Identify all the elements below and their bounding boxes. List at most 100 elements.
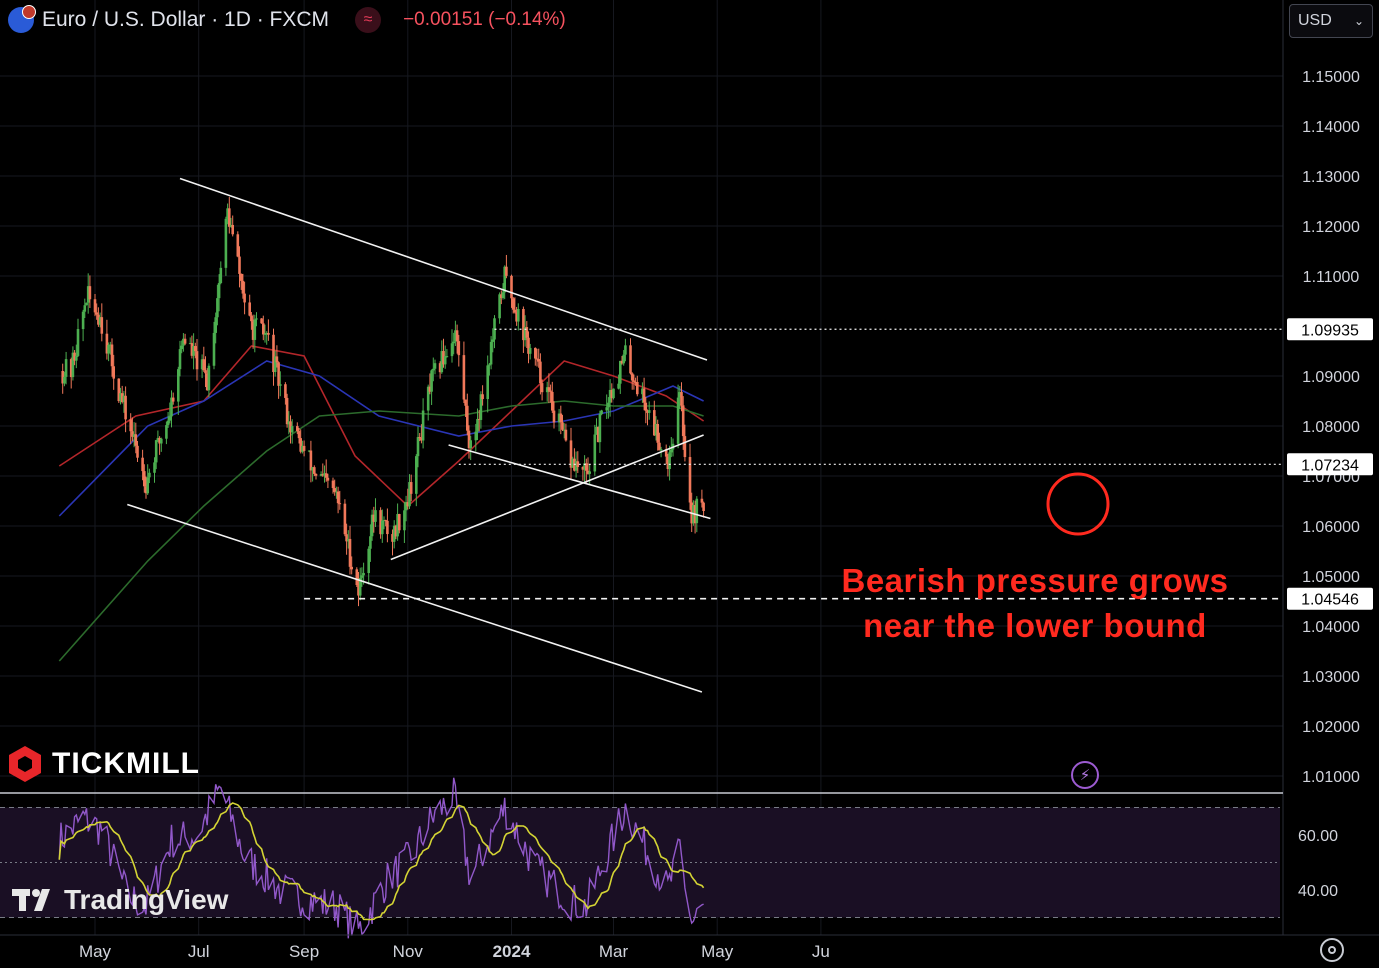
price-label-tag[interactable]: 1.04546	[1287, 587, 1373, 610]
candle	[500, 290, 503, 305]
candle	[326, 473, 330, 489]
candle	[576, 451, 580, 474]
price-labels: 1.09935 1.07234 1.04546	[1287, 318, 1373, 610]
rsi-tick-label: 60.00	[1298, 828, 1338, 845]
candle	[454, 320, 457, 347]
y-tick-label: 1.09000	[1302, 369, 1360, 386]
candle	[403, 501, 406, 543]
candle	[374, 498, 377, 528]
candle	[71, 346, 75, 381]
candle	[369, 524, 372, 562]
candle	[598, 410, 602, 453]
candle	[571, 456, 574, 468]
candle	[666, 453, 670, 477]
candle	[481, 385, 484, 406]
symbol-title[interactable]: Euro / U.S. Dollar · 1D · FXCM	[42, 8, 330, 31]
candle	[251, 314, 255, 349]
y-tick-label: 1.02000	[1302, 719, 1360, 736]
candle	[443, 345, 447, 369]
candle	[129, 413, 132, 445]
candle	[357, 572, 360, 607]
candle	[122, 390, 126, 413]
candle	[450, 329, 454, 363]
candle	[194, 342, 197, 359]
candle	[426, 384, 430, 421]
candle	[416, 426, 420, 468]
candle	[119, 387, 122, 405]
candle	[132, 422, 136, 448]
candle	[177, 366, 180, 415]
x-tick-label: Nov	[393, 942, 424, 961]
candle	[408, 474, 411, 510]
candle	[358, 567, 362, 601]
candle	[285, 393, 289, 428]
candle	[97, 307, 100, 327]
trendline-4[interactable]	[390, 434, 704, 561]
candle	[535, 348, 539, 367]
candle	[238, 246, 241, 288]
candle	[547, 373, 551, 403]
candle	[525, 321, 529, 349]
currency-select[interactable]: USD ⌄	[1289, 4, 1373, 38]
candle	[226, 203, 229, 225]
candle	[105, 319, 109, 360]
rsi-pane: 60.00 40.00	[0, 777, 1338, 939]
candle	[192, 333, 195, 370]
candle	[265, 331, 268, 345]
candle	[394, 524, 398, 540]
lightning-icon[interactable]: ⚡	[1071, 761, 1099, 789]
indicator-wave-icon[interactable]: ≈	[355, 7, 382, 33]
x-tick-label: May	[79, 942, 112, 961]
currency-value: USD	[1298, 12, 1332, 29]
y-tick-label: 1.08000	[1302, 419, 1360, 436]
candle	[343, 499, 347, 537]
candle	[498, 292, 501, 324]
candle	[668, 445, 671, 481]
y-tick-label: 1.11000	[1303, 269, 1360, 286]
candle	[182, 333, 185, 352]
gear-icon[interactable]	[1320, 938, 1344, 962]
candle	[262, 315, 265, 341]
candle	[528, 343, 532, 360]
candle	[511, 297, 515, 314]
candle	[243, 281, 246, 315]
candle	[438, 361, 442, 379]
candle	[442, 338, 445, 368]
candle	[467, 425, 471, 459]
candle	[69, 357, 73, 389]
candle	[260, 318, 263, 324]
candle	[331, 477, 335, 494]
price-label-tag[interactable]: 1.09935	[1287, 318, 1373, 341]
candle	[216, 284, 219, 326]
candle	[171, 392, 175, 405]
candle	[272, 328, 275, 386]
y-tick-label: 1.15000	[1302, 69, 1360, 86]
candle	[88, 275, 92, 308]
candle	[279, 371, 282, 397]
candle	[477, 409, 481, 432]
tradingview-brand[interactable]: TradingView	[12, 884, 228, 916]
candle	[559, 405, 563, 435]
candle	[153, 457, 156, 483]
candle	[204, 356, 207, 387]
candle	[253, 314, 257, 353]
candle	[406, 488, 410, 510]
candle	[617, 374, 620, 390]
candle	[654, 416, 658, 441]
candle	[263, 324, 267, 343]
trendline-1[interactable]	[179, 177, 708, 361]
candle	[688, 443, 692, 510]
y-tick-label: 1.04000	[1302, 619, 1360, 636]
candle	[527, 331, 530, 364]
price-label-tag[interactable]: 1.07234	[1287, 453, 1373, 476]
trendline-3[interactable]	[448, 444, 711, 520]
candle	[595, 418, 598, 435]
annotation-line-2: near the lower bound	[863, 607, 1207, 644]
candle	[491, 328, 495, 353]
candle	[131, 417, 134, 442]
candle	[656, 419, 659, 451]
candle	[600, 409, 603, 416]
candle	[321, 463, 325, 477]
